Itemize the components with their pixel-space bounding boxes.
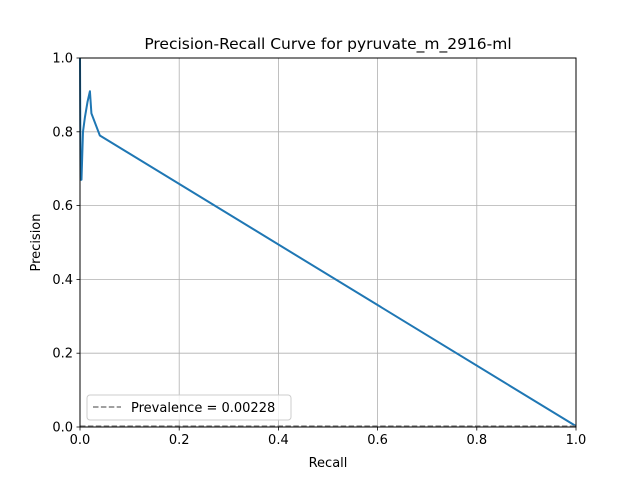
y-tick-label: 0.8 <box>52 125 73 140</box>
legend-box <box>86 394 292 421</box>
chart-title: Precision-Recall Curve for pyruvate_m_29… <box>144 35 511 54</box>
legend: Prevalence = 0.00228 <box>86 394 292 421</box>
plot-frame <box>79 57 577 428</box>
pr-curve-line <box>79 57 577 428</box>
x-axis-label: Recall <box>309 456 348 471</box>
y-tick-label: 0.0 <box>52 421 73 436</box>
axis-ticks: 0.0 0.2 0.4 0.6 0.8 1.0 0.0 0.2 0.4 0.6 0.8 1.0 <box>52 52 586 449</box>
y-tick-label: 0.2 <box>52 347 73 362</box>
x-tick-label: 0.4 <box>268 433 289 448</box>
plot-area <box>80 58 576 427</box>
x-tick-label: 0.6 <box>367 433 388 448</box>
y-tick-label: 0.4 <box>52 273 73 288</box>
x-tick-label: 0.0 <box>70 433 91 448</box>
x-tick-label: 0.2 <box>169 433 190 448</box>
x-tick-label: 0.8 <box>466 433 487 448</box>
x-tick-label: 1.0 <box>566 433 587 448</box>
legend-label-prevalence: Prevalence = 0.00228 <box>131 401 275 416</box>
y-axis-label: Precision <box>29 213 44 271</box>
y-tick-label: 0.6 <box>52 199 73 214</box>
series-lines <box>79 57 577 428</box>
y-tick-label: 1.0 <box>52 52 73 67</box>
grid-lines <box>79 57 577 428</box>
